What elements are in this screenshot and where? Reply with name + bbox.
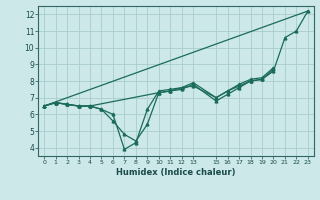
X-axis label: Humidex (Indice chaleur): Humidex (Indice chaleur) — [116, 168, 236, 177]
